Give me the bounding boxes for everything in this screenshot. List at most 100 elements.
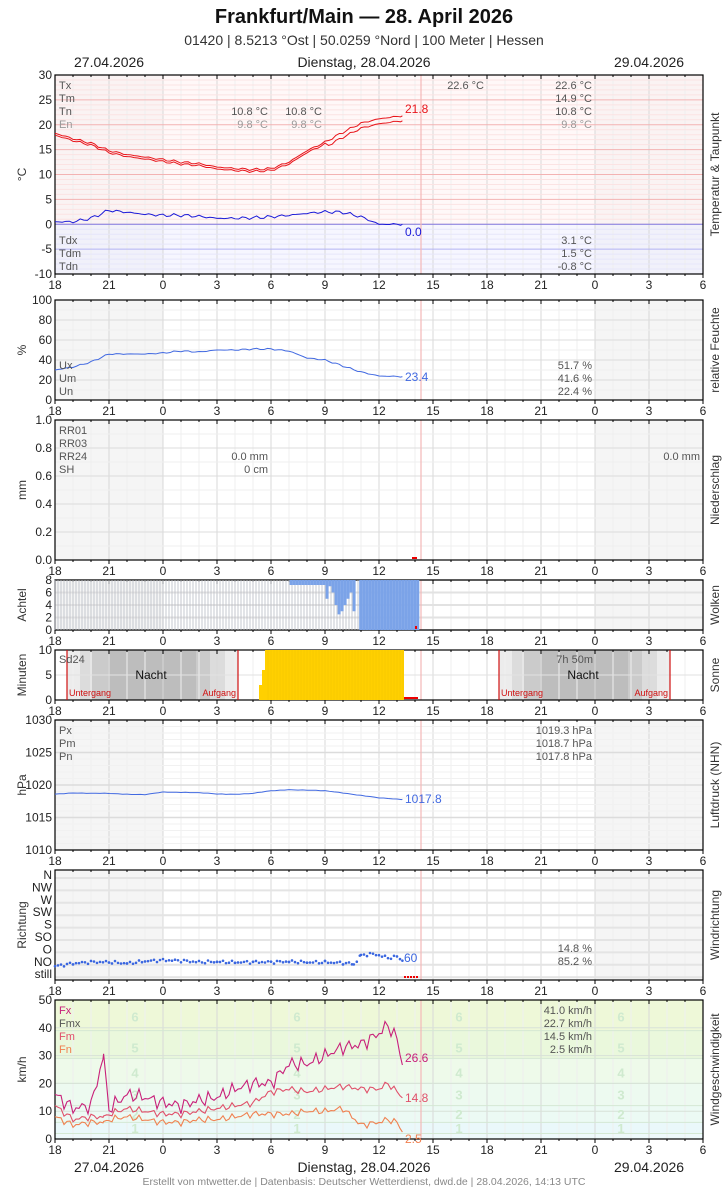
- cloud-bar: [298, 580, 302, 586]
- wind-direction-point: [352, 963, 356, 966]
- wind-direction-point: [134, 961, 138, 965]
- wind-direction-point: [71, 963, 75, 966]
- y-tick-label: 40: [39, 1021, 53, 1035]
- x-tick-label: 21: [102, 278, 116, 292]
- wind-direction-point: [140, 960, 144, 964]
- wind-direction-point: [119, 962, 123, 965]
- wind-direction-point: [287, 960, 291, 964]
- legend-text: 9.8 °C: [291, 119, 322, 131]
- station-info: 01420 | 8.5213 °Ost | 50.0259 °Nord | 10…: [184, 32, 544, 48]
- beaufort-label: 2: [455, 1107, 462, 1122]
- wind-direction-point: [143, 960, 147, 963]
- wind-direction-point: [110, 962, 114, 965]
- wind-direction-point: [209, 960, 213, 964]
- wind-fm-line: [54, 1081, 403, 1123]
- x-tick-label: 12: [372, 404, 386, 418]
- x-tick-label: 6: [268, 1143, 275, 1157]
- wind-direction-point: [224, 961, 228, 965]
- legend-text: Pn: [59, 751, 72, 763]
- date-previous: 27.04.2026: [74, 54, 145, 70]
- x-tick-label: 0: [592, 854, 599, 868]
- x-tick-label: 0: [592, 634, 599, 648]
- wind-direction-point: [227, 961, 231, 965]
- x-tick-label: 0: [592, 564, 599, 578]
- x-tick-label: 21: [534, 634, 548, 648]
- wind-direction-point: [131, 962, 135, 966]
- cloud-bar: [313, 580, 317, 586]
- y-tick-label: 0.8: [35, 441, 52, 455]
- x-tick-label: 3: [214, 854, 221, 868]
- x-tick-label: 18: [48, 704, 62, 718]
- y-tick-label: SO: [35, 930, 52, 944]
- x-tick-label: 9: [322, 278, 329, 292]
- wind-direction-point: [257, 961, 261, 965]
- wind-direction-point: [107, 961, 111, 964]
- x-tick-label: 21: [534, 278, 548, 292]
- x-tick-label: 6: [268, 564, 275, 578]
- footer-date-next: 29.04.2026: [614, 1159, 685, 1175]
- wind-direction-point: [239, 961, 243, 964]
- wind-direction-point: [329, 961, 333, 964]
- y-tick-label: 2: [45, 611, 52, 625]
- y-tick-label: O: [43, 942, 52, 956]
- y-tick-label: 5: [45, 668, 52, 682]
- beaufort-label: 6: [617, 1010, 624, 1025]
- wind-direction-point: [89, 959, 93, 963]
- wind-direction-point: [179, 960, 183, 964]
- wind-direction-point: [272, 962, 276, 965]
- y-tick-label: SW: [33, 905, 53, 919]
- legend-text: 3.1 °C: [561, 235, 592, 247]
- cloud-bar: [289, 580, 293, 586]
- wind-direction-point: [176, 958, 180, 962]
- temperature-panel: 18 21 0 3 6 9 12 15 18 21 0 3 6 30 25 20 15 10 5 0 -5 -10 °C Te…: [15, 68, 722, 292]
- humidity-line: [54, 347, 403, 378]
- wind-direction-point: [347, 961, 351, 964]
- wind-direction-point: [338, 960, 342, 963]
- y-tick-label: 0: [45, 217, 52, 231]
- wind-direction-point: [341, 963, 345, 966]
- last-fn: 2.5: [405, 1132, 422, 1146]
- x-tick-label: 12: [372, 564, 386, 578]
- x-tick-label: 6: [268, 704, 275, 718]
- wind-direction-point: [371, 952, 375, 955]
- legend-text: Un: [59, 386, 73, 398]
- wind-direction-point: [317, 962, 321, 965]
- cloud-bar: [310, 580, 314, 586]
- wind-direction-point: [155, 960, 159, 964]
- legend-text: 1017.8 hPa: [536, 751, 593, 763]
- wind-direction-point: [128, 960, 132, 964]
- y-tick-label: 1010: [25, 843, 52, 857]
- cloud-bar: [322, 580, 326, 586]
- x-tick-label: 21: [102, 404, 116, 418]
- legend-text: 9.8 °C: [237, 119, 268, 131]
- panel-title: Sonne: [708, 657, 722, 692]
- wind-direction-point: [284, 960, 288, 963]
- wind-direction-point: [355, 960, 359, 964]
- beaufort-label: 4: [131, 1065, 139, 1080]
- cloud-bar: [331, 580, 335, 593]
- x-tick-label: 0: [160, 984, 167, 998]
- wind-direction-point: [332, 961, 336, 965]
- legend-text: -0.8 °C: [558, 261, 592, 273]
- night-label: Nacht: [135, 668, 167, 682]
- pressure-panel: 18 21 0 3 6 9 12 15 18 21 0 3 6 1030 1025 1020 1015 1010 h…: [15, 713, 722, 868]
- wind-direction-point: [116, 961, 120, 965]
- x-tick-label: 3: [646, 1143, 653, 1157]
- wind-direction-point: [215, 960, 219, 964]
- x-tick-label: 9: [322, 634, 329, 648]
- x-tick-label: 3: [646, 854, 653, 868]
- beaufort-label: 3: [455, 1088, 462, 1103]
- panel-title: Windgeschwindigkeit: [708, 1013, 722, 1126]
- sunshine-bars: [265, 650, 404, 700]
- x-tick-label: 3: [214, 1143, 221, 1157]
- beaufort-label: 3: [293, 1088, 300, 1103]
- beaufort-label: 3: [131, 1088, 138, 1103]
- x-tick-label: 6: [700, 704, 707, 718]
- x-tick-label: 12: [372, 634, 386, 648]
- x-tick-label: 18: [480, 564, 494, 578]
- wind-direction-point: [77, 961, 81, 965]
- legend-text: 0 cm: [244, 464, 268, 476]
- wind-direction-point: [251, 960, 255, 964]
